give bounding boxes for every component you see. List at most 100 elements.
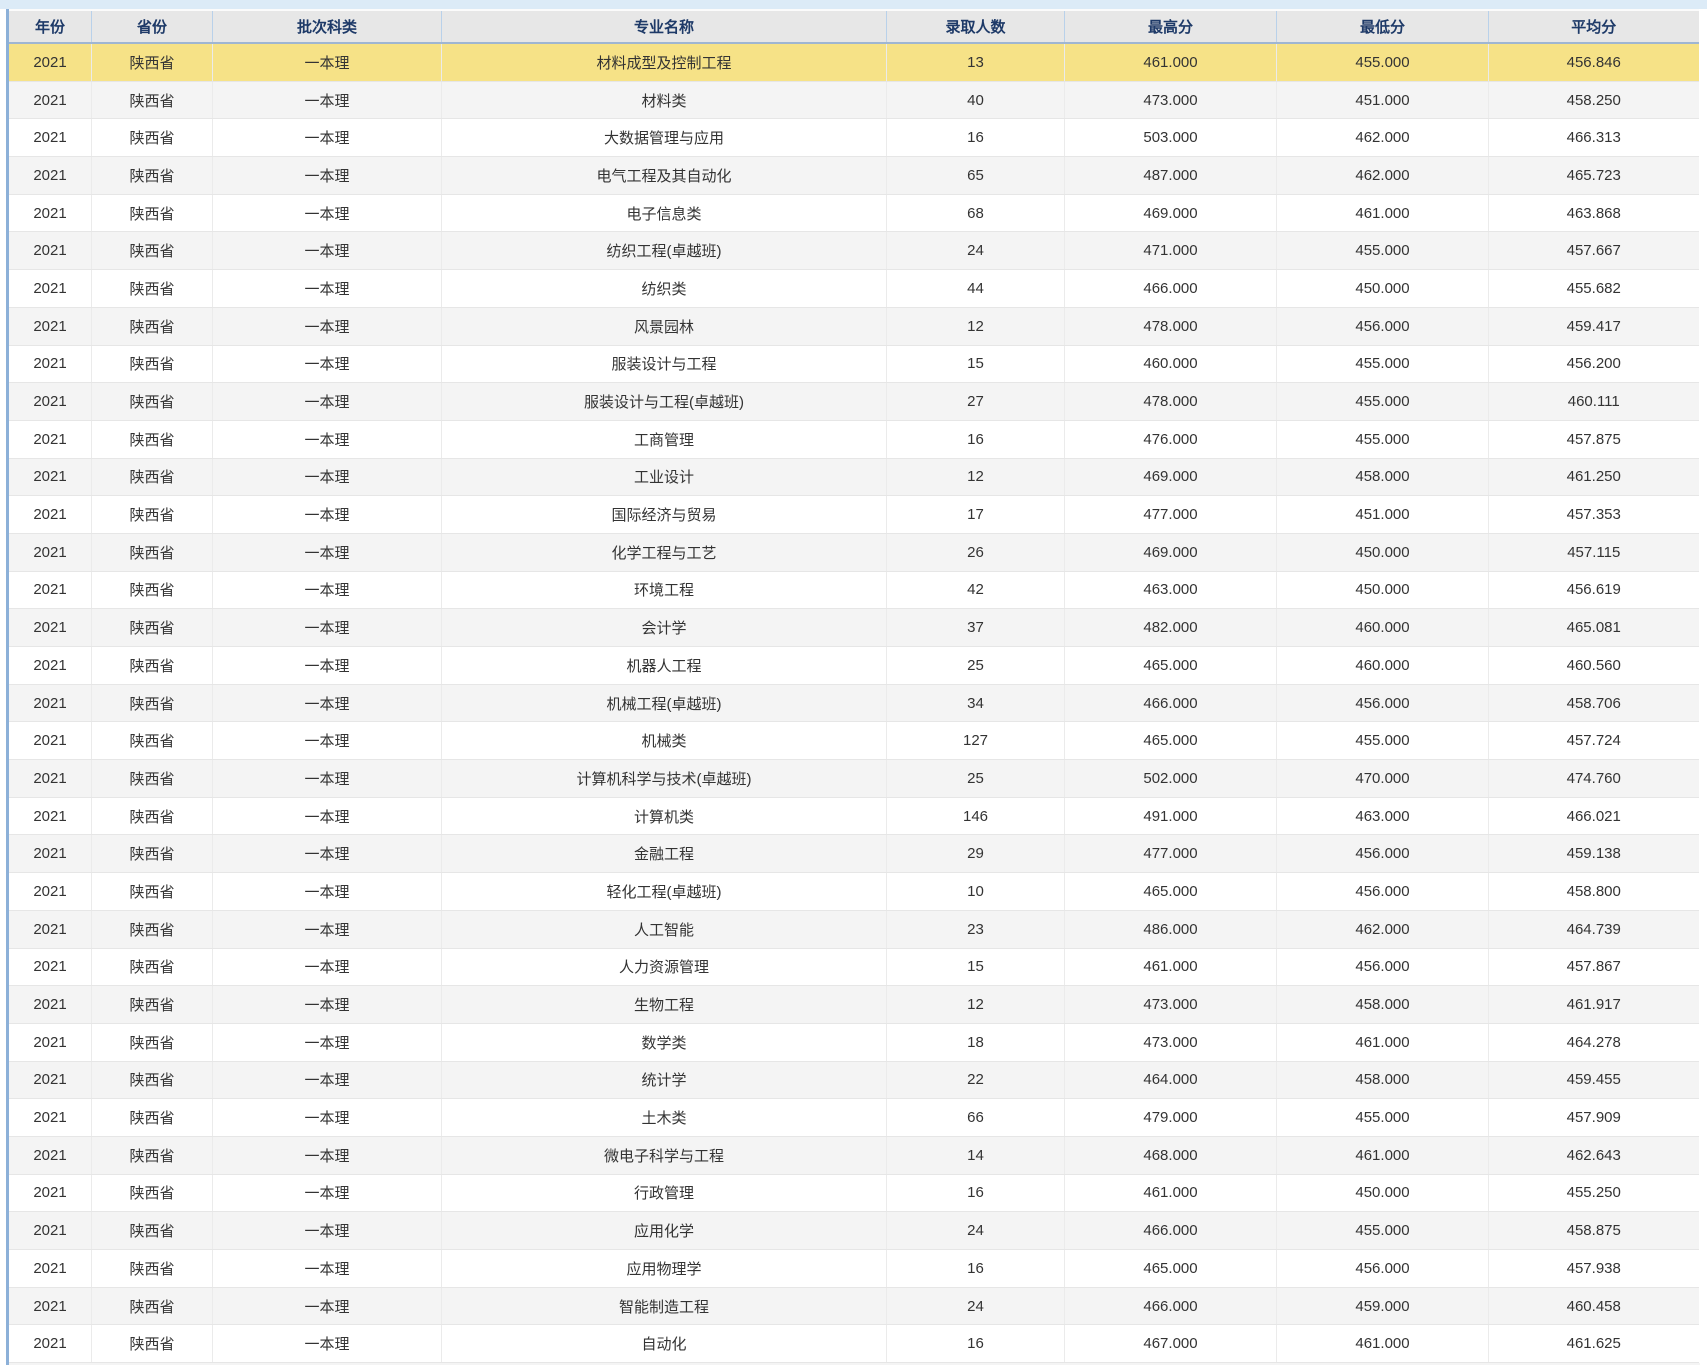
cell-year: 2021 <box>7 608 92 647</box>
cell-province: 陕西省 <box>91 646 213 685</box>
table-row[interactable]: 2021 陕西省 一本理 自动化 16 467.000 461.000 461.625 <box>7 1324 1699 1364</box>
cell-major: 智能制造工程 <box>441 1287 887 1326</box>
header-cell-avg-score: 平均分 <box>1488 9 1699 44</box>
table-row[interactable]: 2021 陕西省 一本理 轻化工程(卓越班) 10 465.000 456.000 458.8… <box>7 872 1699 911</box>
cell-major: 化学工程与工艺 <box>441 533 887 572</box>
cell-avg-score: 460.458 <box>1488 1287 1699 1326</box>
table-row[interactable]: 2021 陕西省 一本理 会计学 37 482.000 460.000 465.081 <box>7 608 1699 647</box>
cell-year: 2021 <box>7 458 92 497</box>
cell-admit-count: 16 <box>886 118 1065 158</box>
table-row[interactable]: 2021 陕西省 一本理 人力资源管理 15 461.000 456.000 457.867 <box>7 948 1699 987</box>
table-row[interactable]: 2021 陕西省 一本理 微电子科学与工程 14 468.000 461.000 462.64… <box>7 1136 1699 1175</box>
cell-year: 2021 <box>7 834 92 874</box>
cell-admit-count: 34 <box>886 684 1065 723</box>
table-row[interactable]: 2021 陕西省 一本理 机械类 127 465.000 455.000 457.724 <box>7 721 1699 761</box>
cell-batch: 一本理 <box>212 646 442 685</box>
cell-year: 2021 <box>7 269 92 308</box>
cell-batch: 一本理 <box>212 1287 442 1326</box>
cell-avg-score: 457.353 <box>1488 495 1699 534</box>
table-row[interactable]: 2021 陕西省 一本理 统计学 22 464.000 458.000 459.455 <box>7 1061 1699 1100</box>
cell-major: 轻化工程(卓越班) <box>441 872 887 911</box>
cell-avg-score: 459.417 <box>1488 307 1699 346</box>
cell-admit-count: 44 <box>886 269 1065 308</box>
table-row[interactable]: 2021 陕西省 一本理 机器人工程 25 465.000 460.000 460.560 <box>7 646 1699 685</box>
cell-avg-score: 457.909 <box>1488 1098 1699 1137</box>
cell-min-score: 458.000 <box>1276 458 1489 497</box>
cell-min-score: 455.000 <box>1276 231 1489 271</box>
table-row[interactable]: 2021 陕西省 一本理 计算机类 146 491.000 463.000 466.021 <box>7 797 1699 836</box>
table-row[interactable]: 2021 陕西省 一本理 纺织工程(卓越班) 24 471.000 455.000 457.6… <box>7 231 1699 271</box>
cell-major: 纺织类 <box>441 269 887 308</box>
cell-province: 陕西省 <box>91 458 213 497</box>
cell-province: 陕西省 <box>91 307 213 346</box>
table-row[interactable]: 2021 陕西省 一本理 材料成型及控制工程 13 461.000 455.000 456.8… <box>7 43 1699 82</box>
table-row[interactable]: 2021 陕西省 一本理 服装设计与工程 15 460.000 455.000 456.200 <box>7 345 1699 384</box>
table-row[interactable]: 2021 陕西省 一本理 智能制造工程 24 466.000 459.000 460.458 <box>7 1287 1699 1326</box>
cell-year: 2021 <box>7 797 92 836</box>
table-row[interactable]: 2021 陕西省 一本理 人工智能 23 486.000 462.000 464.739 <box>7 910 1699 949</box>
table-row[interactable]: 2021 陕西省 一本理 服装设计与工程(卓越班) 27 478.000 455.000 46… <box>7 382 1699 421</box>
table-row[interactable]: 2021 陕西省 一本理 纺织类 44 466.000 450.000 455.682 <box>7 269 1699 308</box>
cell-major: 工业设计 <box>441 458 887 497</box>
cell-province: 陕西省 <box>91 571 213 610</box>
table-row[interactable]: 2021 陕西省 一本理 金融工程 29 477.000 456.000 459.138 <box>7 834 1699 874</box>
cell-batch: 一本理 <box>212 1211 442 1250</box>
cell-year: 2021 <box>7 307 92 346</box>
top-strip <box>0 0 1707 9</box>
table-row[interactable]: 2021 陕西省 一本理 行政管理 16 461.000 450.000 455.250 <box>7 1174 1699 1213</box>
cell-max-score: 466.000 <box>1064 684 1277 723</box>
table-row[interactable]: 2021 陕西省 一本理 化学工程与工艺 26 469.000 450.000 457.115 <box>7 533 1699 572</box>
cell-avg-score: 460.560 <box>1488 646 1699 685</box>
table-row[interactable]: 2021 陕西省 一本理 应用物理学 16 465.000 456.000 457.938 <box>7 1249 1699 1288</box>
cell-admit-count: 23 <box>886 910 1065 949</box>
table-row[interactable]: 2021 陕西省 一本理 工商管理 16 476.000 455.000 457.875 <box>7 420 1699 459</box>
table-row[interactable]: 2021 陕西省 一本理 电子信息类 68 469.000 461.000 463.868 <box>7 194 1699 233</box>
cell-admit-count: 66 <box>886 1098 1065 1137</box>
table-row[interactable]: 2021 陕西省 一本理 材料类 40 473.000 451.000 458.250 <box>7 81 1699 120</box>
cell-max-score: 482.000 <box>1064 608 1277 647</box>
cell-major: 纺织工程(卓越班) <box>441 231 887 271</box>
table-row[interactable]: 2021 陕西省 一本理 机械工程(卓越班) 34 466.000 456.000 458.7… <box>7 684 1699 723</box>
cell-major: 材料类 <box>441 81 887 120</box>
cell-major: 电子信息类 <box>441 194 887 233</box>
cell-major: 数学类 <box>441 1023 887 1062</box>
cell-avg-score: 458.800 <box>1488 872 1699 911</box>
table-row[interactable]: 2021 陕西省 一本理 电气工程及其自动化 65 487.000 462.000 465.7… <box>7 156 1699 195</box>
cell-avg-score: 457.875 <box>1488 420 1699 459</box>
cell-year: 2021 <box>7 156 92 195</box>
cell-year: 2021 <box>7 759 92 798</box>
table-row[interactable]: 2021 陕西省 一本理 环境工程 42 463.000 450.000 456.619 <box>7 571 1699 610</box>
table-row[interactable]: 2021 陕西省 一本理 计算机科学与技术(卓越班) 25 502.000 470.000 4… <box>7 759 1699 798</box>
cell-max-score: 461.000 <box>1064 948 1277 987</box>
cell-major: 微电子科学与工程 <box>441 1136 887 1175</box>
table-row[interactable]: 2021 陕西省 一本理 土木类 66 479.000 455.000 457.909 <box>7 1098 1699 1137</box>
cell-year: 2021 <box>7 194 92 233</box>
table-row[interactable]: 2021 陕西省 一本理 应用化学 24 466.000 455.000 458.875 <box>7 1211 1699 1250</box>
cell-avg-score: 457.115 <box>1488 533 1699 572</box>
table-row[interactable]: 2021 陕西省 一本理 生物工程 12 473.000 458.000 461.917 <box>7 985 1699 1024</box>
cell-major: 应用物理学 <box>441 1249 887 1288</box>
cell-province: 陕西省 <box>91 985 213 1024</box>
cell-min-score: 461.000 <box>1276 1324 1489 1364</box>
cell-admit-count: 12 <box>886 985 1065 1024</box>
cell-province: 陕西省 <box>91 684 213 723</box>
header-cell-admit-count: 录取人数 <box>886 9 1065 44</box>
cell-major: 人工智能 <box>441 910 887 949</box>
cell-min-score: 450.000 <box>1276 533 1489 572</box>
table-row[interactable]: 2021 陕西省 一本理 风景园林 12 478.000 456.000 459.417 <box>7 307 1699 346</box>
cell-admit-count: 16 <box>886 1324 1065 1364</box>
cell-batch: 一本理 <box>212 1136 442 1175</box>
header-cell-major: 专业名称 <box>441 9 887 44</box>
table-row[interactable]: 2021 陕西省 一本理 数学类 18 473.000 461.000 464.278 <box>7 1023 1699 1062</box>
table-row[interactable]: 2021 陕西省 一本理 国际经济与贸易 17 477.000 451.000 457.353 <box>7 495 1699 534</box>
cell-min-score: 462.000 <box>1276 910 1489 949</box>
cell-max-score: 473.000 <box>1064 1023 1277 1062</box>
cell-province: 陕西省 <box>91 1136 213 1175</box>
cell-province: 陕西省 <box>91 1061 213 1100</box>
cell-min-score: 459.000 <box>1276 1287 1489 1326</box>
cell-min-score: 450.000 <box>1276 1174 1489 1213</box>
table-row[interactable]: 2021 陕西省 一本理 工业设计 12 469.000 458.000 461.250 <box>7 458 1699 497</box>
table-row[interactable]: 2021 陕西省 一本理 大数据管理与应用 16 503.000 462.000 466.31… <box>7 118 1699 158</box>
header-cell-max-score: 最高分 <box>1064 9 1277 44</box>
cell-year: 2021 <box>7 1287 92 1326</box>
